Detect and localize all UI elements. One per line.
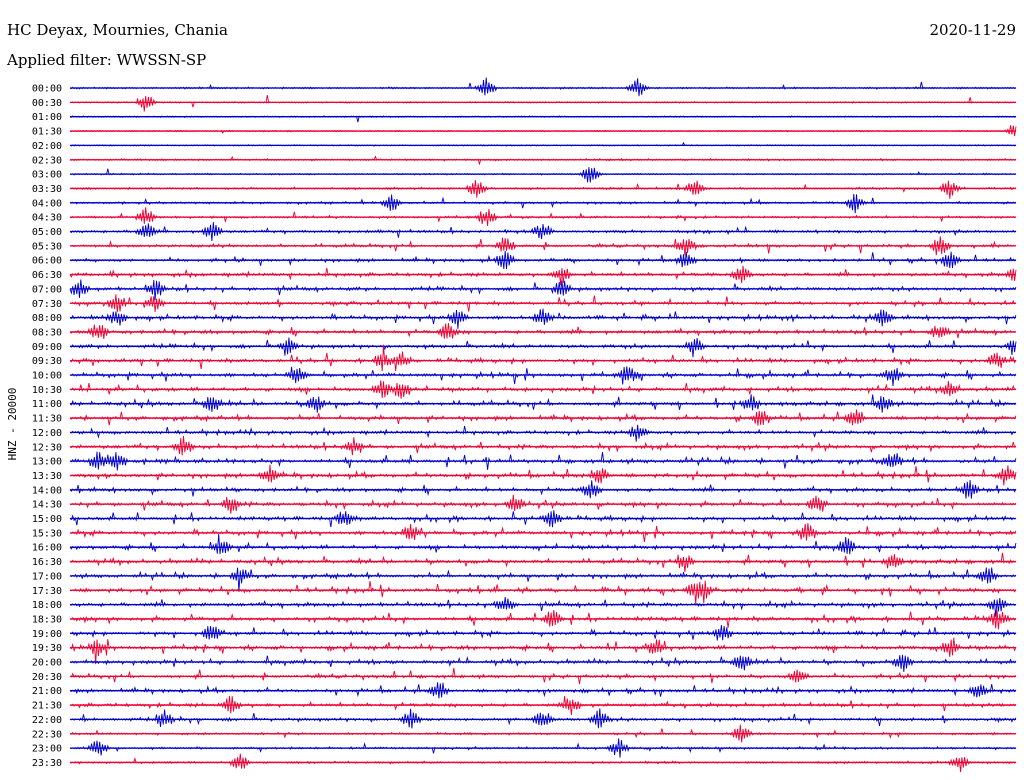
row-time-label: 08:00 <box>32 313 62 324</box>
row-time-label: 13:30 <box>32 471 62 482</box>
row-time-label: 17:00 <box>32 571 62 582</box>
row-time-label: 07:30 <box>32 299 62 310</box>
trace-line-1430 <box>69 494 1017 514</box>
row-time-label: 21:00 <box>32 686 62 697</box>
row-time-label: 15:30 <box>32 528 62 539</box>
trace-line-1230 <box>69 435 1017 456</box>
row-time-label: 19:00 <box>32 629 62 640</box>
row-time-label: 22:00 <box>32 715 62 726</box>
trace-line-2200 <box>69 708 1017 729</box>
trace-line-0000 <box>69 77 1017 97</box>
row-time-label: 23:30 <box>32 758 62 769</box>
row-time-label: 11:30 <box>32 414 62 425</box>
row-time-label: 09:00 <box>32 342 62 353</box>
row-time-label: 18:30 <box>32 614 62 625</box>
trace-line-0630 <box>69 265 1017 286</box>
row-time-label: 03:30 <box>32 184 62 195</box>
trace-line-2000 <box>69 654 1017 672</box>
row-time-label: 03:00 <box>32 170 62 181</box>
trace-line-0930 <box>69 344 1017 372</box>
row-time-label: 20:30 <box>32 672 62 683</box>
row-time-label: 00:00 <box>32 84 62 95</box>
trace-line-1600 <box>69 533 1017 555</box>
row-time-label: 13:00 <box>32 457 62 468</box>
row-time-label: 19:30 <box>32 643 62 654</box>
trace-rows: 00:00 00:30 01:00 01:30 02:00 02:30 03:00 03:30… <box>32 77 1017 773</box>
row-time-label: 05:00 <box>32 227 62 238</box>
row-time-label: 08:30 <box>32 327 62 338</box>
filter-label: Applied filter: WWSSN-SP <box>6 51 206 69</box>
row-time-label: 02:30 <box>32 155 62 166</box>
row-time-label: 09:30 <box>32 356 62 367</box>
trace-line-1800 <box>69 597 1017 617</box>
trace-line-0330 <box>69 180 1017 199</box>
row-time-label: 10:00 <box>32 371 62 382</box>
row-time-label: 04:00 <box>32 198 62 209</box>
date-label: 2020-11-29 <box>930 21 1016 39</box>
row-time-label: 18:00 <box>32 600 62 611</box>
row-time-label: 10:30 <box>32 385 62 396</box>
trace-line-0300 <box>69 167 1017 183</box>
row-time-label: 04:30 <box>32 213 62 224</box>
trace-line-1000 <box>69 366 1017 387</box>
trace-line-1730 <box>69 580 1017 605</box>
row-time-label: 20:00 <box>32 658 62 669</box>
trace-line-0800 <box>69 308 1017 329</box>
trace-line-1830 <box>69 610 1017 630</box>
trace-line-1200 <box>69 424 1017 442</box>
row-time-label: 12:00 <box>32 428 62 439</box>
trace-line-1700 <box>69 567 1017 592</box>
row-time-label: 23:00 <box>32 744 62 755</box>
trace-line-1630 <box>69 552 1017 573</box>
row-time-label: 17:30 <box>32 586 62 597</box>
row-time-label: 22:30 <box>32 729 62 740</box>
row-time-label: 14:30 <box>32 500 62 511</box>
trace-line-0700 <box>69 279 1017 301</box>
row-time-label: 07:00 <box>32 284 62 295</box>
row-time-label: 06:30 <box>32 270 62 281</box>
row-time-label: 15:00 <box>32 514 62 525</box>
row-time-label: 06:00 <box>32 256 62 267</box>
station-title: HC Deyax, Mournies, Chania <box>7 21 228 39</box>
row-time-label: 02:00 <box>32 141 62 152</box>
row-time-label: 11:00 <box>32 399 62 410</box>
row-time-label: 12:30 <box>32 442 62 453</box>
row-time-label: 16:30 <box>32 557 62 568</box>
row-time-label: 21:30 <box>32 701 62 712</box>
row-time-label: 01:00 <box>32 112 62 123</box>
trace-line-0830 <box>69 323 1017 339</box>
trace-line-1930 <box>69 637 1017 665</box>
row-time-label: 05:30 <box>32 241 62 252</box>
trace-line-0900 <box>69 337 1017 358</box>
row-time-label: 01:30 <box>32 127 62 138</box>
trace-line-0400 <box>69 193 1017 214</box>
y-axis-label: HNZ - 20000 <box>6 388 19 461</box>
row-time-label: 14:00 <box>32 485 62 496</box>
row-time-label: 16:00 <box>32 543 62 554</box>
trace-line-0030 <box>69 95 1017 112</box>
row-time-label: 00:30 <box>32 98 62 109</box>
